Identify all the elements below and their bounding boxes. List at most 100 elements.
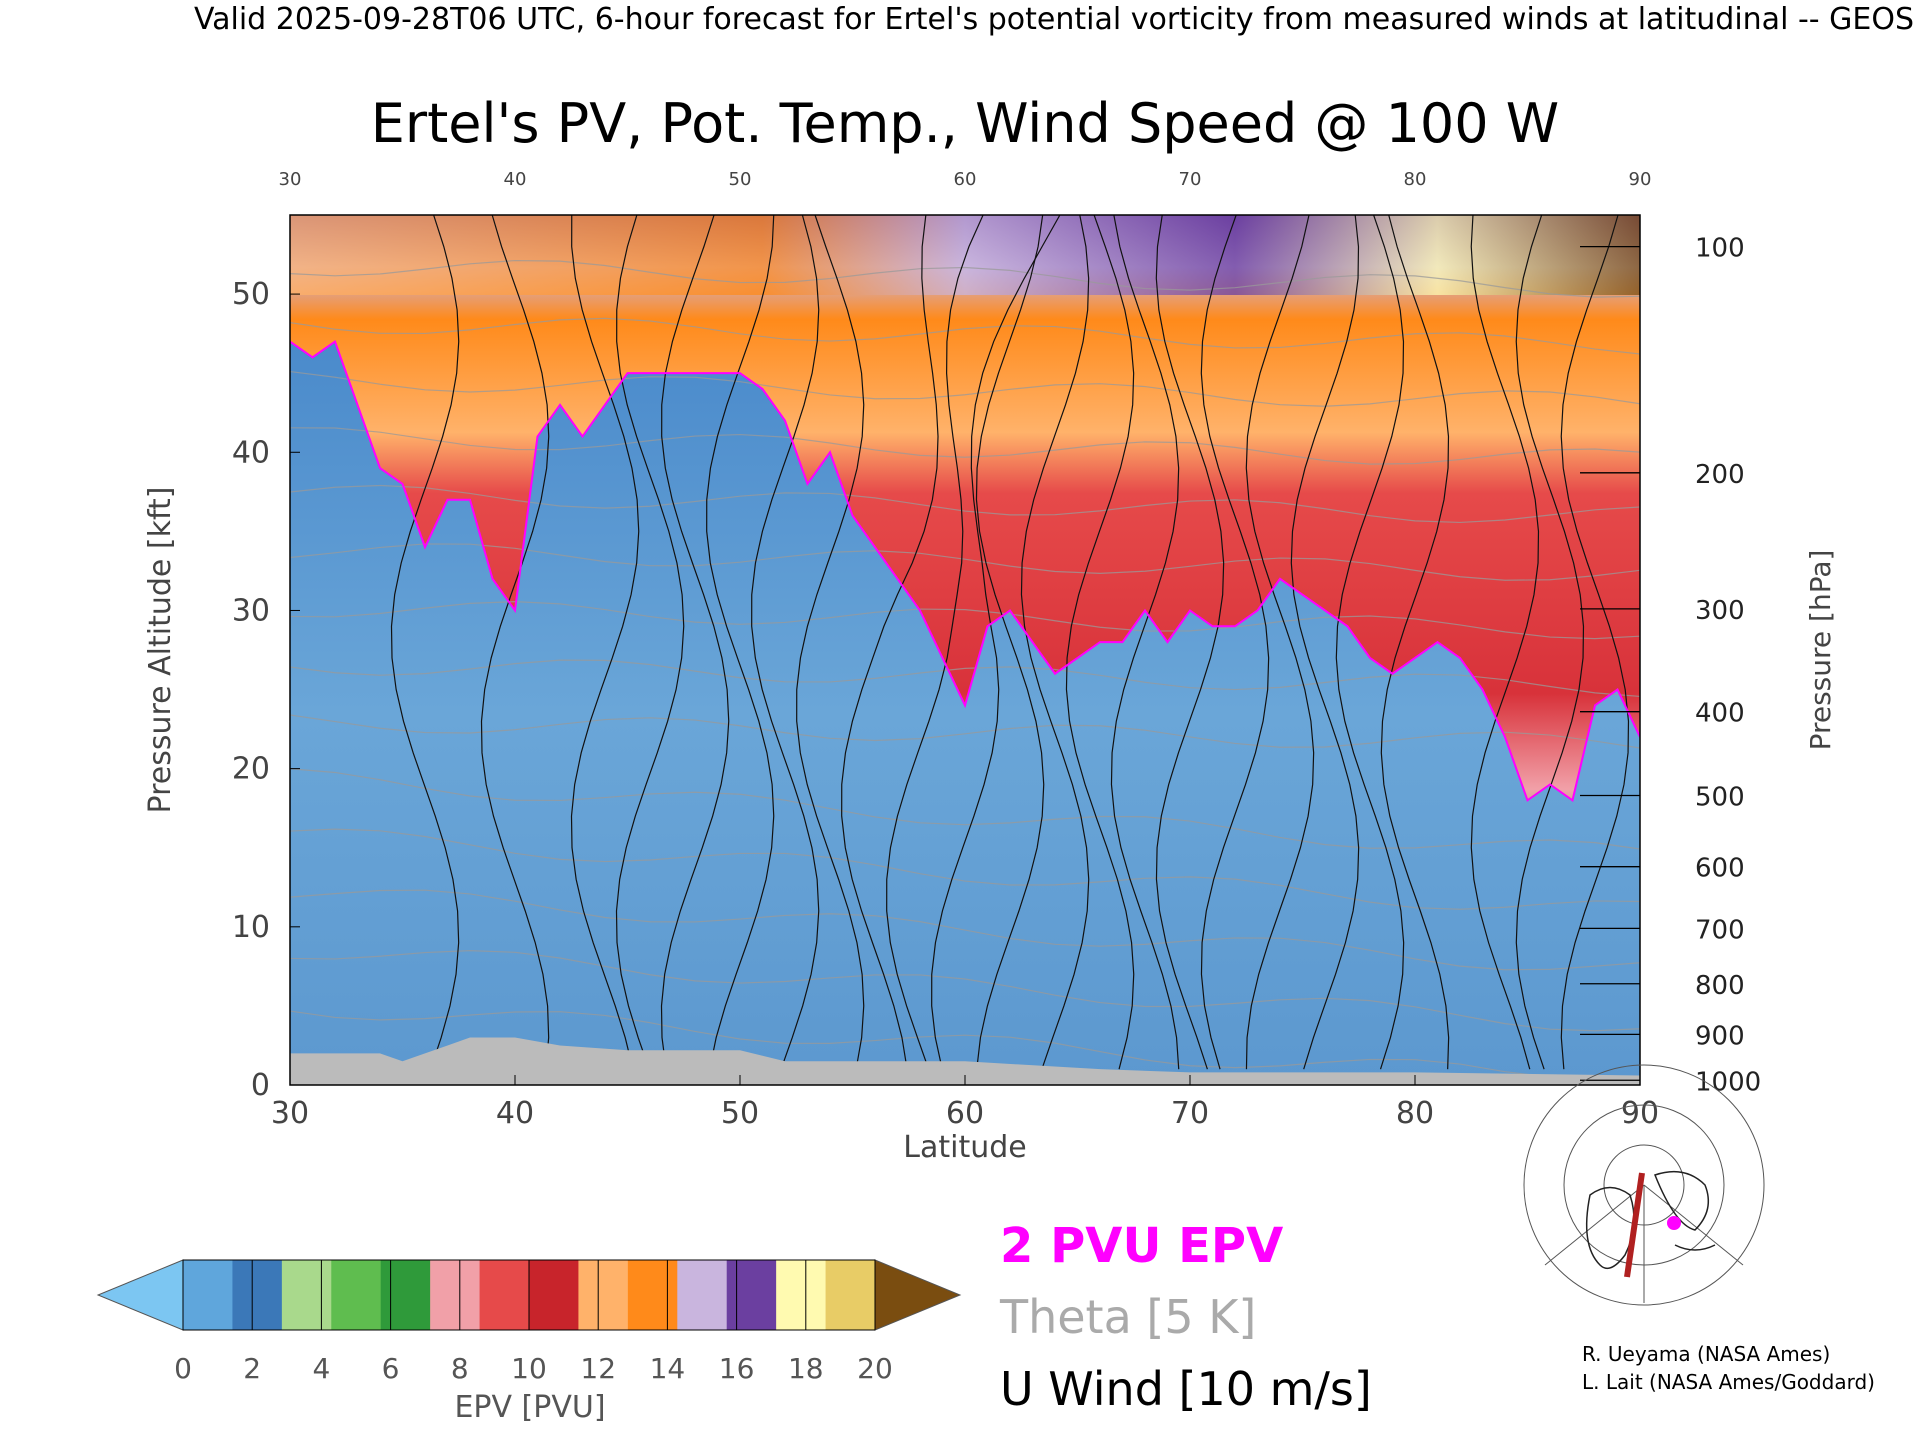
wind-contour <box>841 215 939 1070</box>
y-tick-label: 30 <box>232 593 270 628</box>
x-tick-label: 50 <box>721 1096 759 1131</box>
theta-contour-320 <box>290 828 1640 910</box>
wind-contour <box>886 215 984 1070</box>
colorbar-swatch <box>578 1260 629 1330</box>
colorbar-swatch <box>529 1260 579 1330</box>
colorbar-tick-label: 10 <box>511 1352 547 1385</box>
wind-contour <box>1380 215 1450 1070</box>
y-axis-label: Pressure Altitude [kft] <box>143 487 178 814</box>
wind-legend: U Wind [10 m/s] <box>1000 1362 1372 1416</box>
top-tick-label: 30 <box>279 169 302 190</box>
wind-contour <box>1200 215 1270 1070</box>
colorbar-tick-label: 4 <box>312 1352 330 1385</box>
pressure-tick-label: 400 <box>1695 699 1745 729</box>
theta-contour-380 <box>290 484 1640 524</box>
credit-1: R. Ueyama (NASA Ames) <box>1582 1342 1831 1366</box>
theta-contour-390 <box>290 427 1640 465</box>
colorbar-tick-label: 20 <box>857 1352 893 1385</box>
pressure-tick-label: 1000 <box>1695 1067 1761 1097</box>
colorbar-swatch <box>726 1260 777 1330</box>
pressure-tick-label: 700 <box>1695 915 1745 945</box>
colorbar-swatch <box>331 1260 382 1330</box>
top-tick-label: 70 <box>1179 169 1202 190</box>
colorbar-tick-label: 2 <box>243 1352 261 1385</box>
wind-contour <box>1245 215 1315 1070</box>
inset-map <box>1523 1064 1765 1306</box>
wind-contour <box>1290 215 1360 1070</box>
colorbar-tick-label: 0 <box>174 1352 192 1385</box>
y-axis: 0 10 20 30 40 50 <box>232 277 300 1103</box>
wind-contour <box>1155 215 1225 1070</box>
theta-contour-420 <box>290 259 1640 298</box>
x-tick-label: 70 <box>1171 1096 1209 1131</box>
x-tick-label: 30 <box>271 1096 309 1131</box>
y-tick-label: 50 <box>232 277 270 312</box>
colorbar-swatch <box>479 1260 530 1330</box>
forecast-header: Valid 2025-09-28T06 UTC, 6-hour forecast… <box>193 2 1914 37</box>
wind-contour <box>751 215 820 1070</box>
wind-contour <box>1110 215 1180 1070</box>
x-axis-label: Latitude <box>903 1130 1026 1165</box>
wind-contour <box>1470 215 1540 1070</box>
pressure-tick-label: 200 <box>1695 460 1745 490</box>
colorbar: 0 2 4 6 8 10 12 14 16 18 20 <box>96 1259 962 1385</box>
colorbar-swatch <box>430 1260 481 1330</box>
wind-contour <box>1560 215 1630 1070</box>
theta-contour-410 <box>290 317 1640 355</box>
colorbar-swatch <box>183 1260 233 1330</box>
theta-contour-350 <box>290 659 1640 698</box>
pressure-axis: 100 200 300 400 500 600 700 800 900 1000 <box>1580 234 1761 1097</box>
colorbar-swatch <box>677 1260 728 1330</box>
colorbar-swatch <box>380 1260 431 1330</box>
x-tick-label: 40 <box>496 1096 534 1131</box>
colorbar-swatch <box>232 1260 283 1330</box>
wind-contour <box>931 215 1061 1070</box>
colorbar-tick-label: 16 <box>719 1352 755 1385</box>
wind-contour <box>390 215 460 1070</box>
colorbar-swatch <box>825 1260 876 1330</box>
colorbar-low-arrow <box>96 1259 184 1331</box>
theta-legend: Theta [5 K] <box>1000 1290 1257 1344</box>
pressure-tick-label: 300 <box>1695 596 1745 626</box>
wind-contour <box>1020 215 1090 1070</box>
pressure-tick-label: 800 <box>1695 971 1745 1001</box>
colorbar-tick-label: 6 <box>382 1352 400 1385</box>
x-tick-label: 60 <box>946 1096 984 1131</box>
wind-contour <box>1335 215 1405 1070</box>
wind-contour <box>615 215 685 1070</box>
pv-legend: 2 PVU EPV <box>1000 1218 1284 1274</box>
colorbar-swatch <box>281 1260 332 1330</box>
theta-contour-400 <box>290 370 1640 407</box>
pressure-axis-label: Pressure [hPa] <box>1804 550 1837 751</box>
top-tick-label: 60 <box>954 169 977 190</box>
chart-title: Ertel's PV, Pot. Temp., Wind Speed @ 100… <box>371 92 1559 155</box>
theta-contour-330 <box>290 768 1640 850</box>
colorbar-tick-label: 8 <box>451 1352 469 1385</box>
theta-contour-310 <box>290 889 1640 971</box>
top-tick-label: 50 <box>729 169 752 190</box>
top-tick-label: 40 <box>504 169 527 190</box>
colorbar-label: EPV [PVU] <box>454 1390 605 1425</box>
wind-contour <box>570 215 640 1070</box>
pressure-tick-label: 900 <box>1695 1021 1745 1051</box>
colorbar-high-arrow <box>874 1259 962 1331</box>
top-tick-label: 80 <box>1404 169 1427 190</box>
top-tick-label: 90 <box>1629 169 1652 190</box>
pressure-tick-label: 600 <box>1695 854 1745 884</box>
wind-contour <box>480 215 550 1070</box>
wind-contour <box>1065 215 1135 1070</box>
terrain <box>290 1037 1640 1085</box>
theta-contour-340 <box>290 714 1640 749</box>
top-axis: 30 40 50 60 70 80 90 <box>279 169 1652 190</box>
wind-contour <box>706 215 775 1070</box>
theta-contour-290 <box>290 1010 1640 1078</box>
colorbar-tick-label: 18 <box>788 1352 824 1385</box>
theta-contour-370 <box>290 543 1640 581</box>
pv-2pvu-contour <box>290 339 1640 802</box>
y-tick-label: 40 <box>232 435 270 470</box>
theta-contour-300 <box>290 950 1640 1032</box>
pressure-tick-label: 500 <box>1695 783 1745 813</box>
colorbar-tick-label: 14 <box>650 1352 686 1385</box>
wind-contours <box>390 215 1630 1070</box>
